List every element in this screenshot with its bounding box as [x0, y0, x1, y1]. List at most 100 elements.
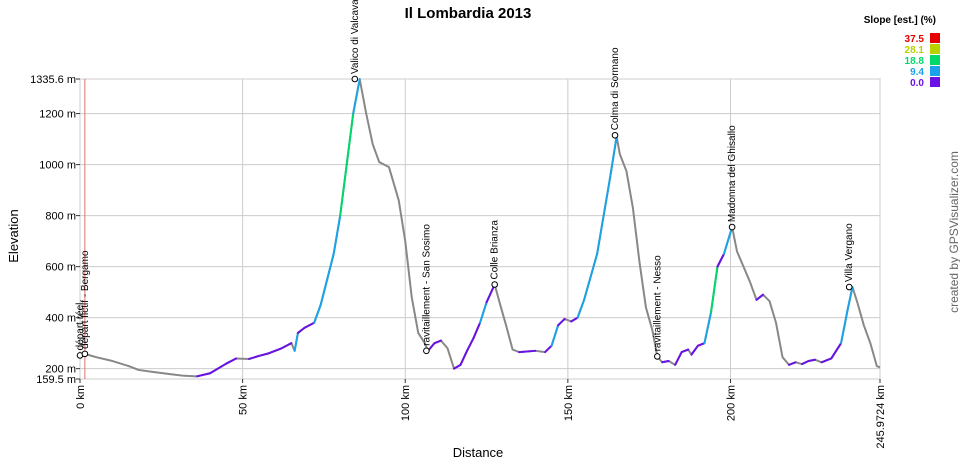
waypoint-label: ravitaillement - San Sosimo: [421, 224, 432, 346]
y-tick-label: 1000 m: [39, 160, 76, 172]
x-tick-label: 50 km: [238, 385, 250, 415]
x-axis-title: Distance: [453, 445, 504, 460]
legend-swatch: [930, 33, 940, 43]
elevation-segment: [459, 349, 469, 366]
elevation-segment: [830, 342, 843, 360]
y-tick-label: 800 m: [45, 211, 76, 223]
elevation-segment: [466, 337, 475, 352]
legend-items: 37.528.118.89.40.0: [905, 33, 940, 89]
x-tick-label: 245.9724 km: [875, 385, 887, 449]
waypoint-label: Colma di Sormano: [610, 47, 621, 130]
elevation-segment: [479, 301, 488, 324]
chart-title: Il Lombardia 2013: [405, 5, 532, 22]
elevation-segment: [696, 342, 706, 347]
x-tick-labels: 0 km 50 km 100 km 150 km 200 km 245.9724 km: [75, 379, 887, 449]
elevation-segment: [196, 372, 212, 378]
waypoint-marker: [491, 281, 498, 288]
waypoint-marker: [81, 350, 89, 358]
waypoint-marker: [611, 131, 619, 139]
legend-swatch: [930, 66, 940, 76]
legend-title: Slope [est.] (%): [864, 15, 936, 26]
y-tick-label: 1200 m: [39, 109, 76, 121]
elevation-segment: [293, 331, 299, 352]
legend-swatch: [930, 44, 940, 54]
elevation-segment: [313, 303, 322, 324]
elevation-segment: [820, 357, 833, 364]
elevation-segment: [518, 349, 537, 354]
waypoint-marker: [654, 353, 661, 360]
elevation-segment: [846, 286, 854, 312]
plot-area-border: [79, 78, 881, 380]
x-tick-label: 100 km: [400, 385, 412, 421]
elevation-segment: [209, 362, 228, 375]
y-axis-title: Elevation: [6, 209, 21, 262]
legend-swatch: [930, 77, 940, 87]
elevation-segment: [248, 354, 260, 360]
elevation-segment: [352, 78, 361, 115]
elevation-segment: [280, 342, 293, 350]
elevation-segment: [225, 357, 238, 365]
elevation-segment: [709, 265, 719, 314]
elevation-segment: [674, 351, 683, 366]
waypoint-marker: [845, 283, 853, 291]
x-tick-label: 200 km: [725, 385, 737, 421]
grid-lines: [79, 78, 881, 380]
elevation-segment: [722, 226, 734, 255]
elevation-line: [79, 78, 881, 378]
waypoint-label: ravitaillement - Nesso: [652, 255, 663, 352]
slope-legend: Slope [est.] (%) 37.528.118.89.40.0: [864, 15, 940, 89]
elevation-segment: [453, 363, 462, 370]
waypoint-label: Colle Brianza: [490, 220, 501, 280]
elevation-segment: [339, 163, 348, 217]
elevation-base-line: [79, 78, 881, 378]
elevation-segment: [332, 214, 342, 255]
elevation-segment: [303, 321, 316, 329]
elevation-segment: [257, 352, 270, 357]
legend-value: 18.8: [905, 56, 925, 67]
legend-value: 37.5: [905, 34, 925, 45]
elevation-segment: [345, 112, 355, 166]
waypoint-label: départ fictif - Bergamo: [80, 250, 91, 349]
legend-swatch: [930, 55, 940, 65]
elevation-segment: [326, 252, 335, 281]
elevation-segment: [576, 298, 586, 319]
waypoint-marker: [423, 347, 430, 355]
elevation-segment: [583, 275, 592, 301]
elevation-segment: [755, 293, 765, 301]
elevation-segment: [433, 339, 443, 345]
elevation-segment: [703, 311, 712, 345]
elevation-segment: [296, 326, 306, 334]
elevation-segment: [716, 252, 725, 268]
waypoint-marker: [351, 75, 359, 83]
elevation-segment: [267, 347, 283, 355]
elevation-segment: [589, 252, 599, 278]
elevation-segment: [596, 214, 605, 255]
waypoint-label: Valico di Valcava: [350, 0, 361, 74]
elevation-segment: [680, 348, 690, 354]
legend-value: 0.0: [910, 78, 924, 89]
elevation-segment: [557, 317, 566, 327]
elevation-segment: [807, 358, 817, 363]
elevation-segment: [570, 316, 579, 323]
legend-value: 9.4: [910, 67, 924, 78]
x-tick-label: 0 km: [75, 385, 87, 409]
waypoint-marker: [728, 223, 736, 231]
elevation-segment: [472, 321, 482, 340]
y-tick-label: 1335.6 m: [30, 74, 76, 86]
y-tick-label: 400 m: [45, 313, 76, 325]
elevation-segment: [609, 135, 618, 179]
elevation-segment: [544, 344, 553, 354]
y-tick-label: 159.5 m: [36, 374, 76, 386]
elevation-segment: [801, 360, 810, 366]
x-tick-label: 150 km: [563, 385, 575, 421]
waypoint-label: Madonna del Ghisallo: [727, 125, 738, 222]
elevation-segment: [690, 344, 699, 356]
legend-value: 28.1: [905, 45, 925, 56]
elevation-segment: [319, 278, 329, 306]
elevation-segment: [661, 360, 670, 364]
waypoint-label: Villa Vergano: [844, 223, 855, 282]
elevation-segment: [840, 309, 849, 345]
